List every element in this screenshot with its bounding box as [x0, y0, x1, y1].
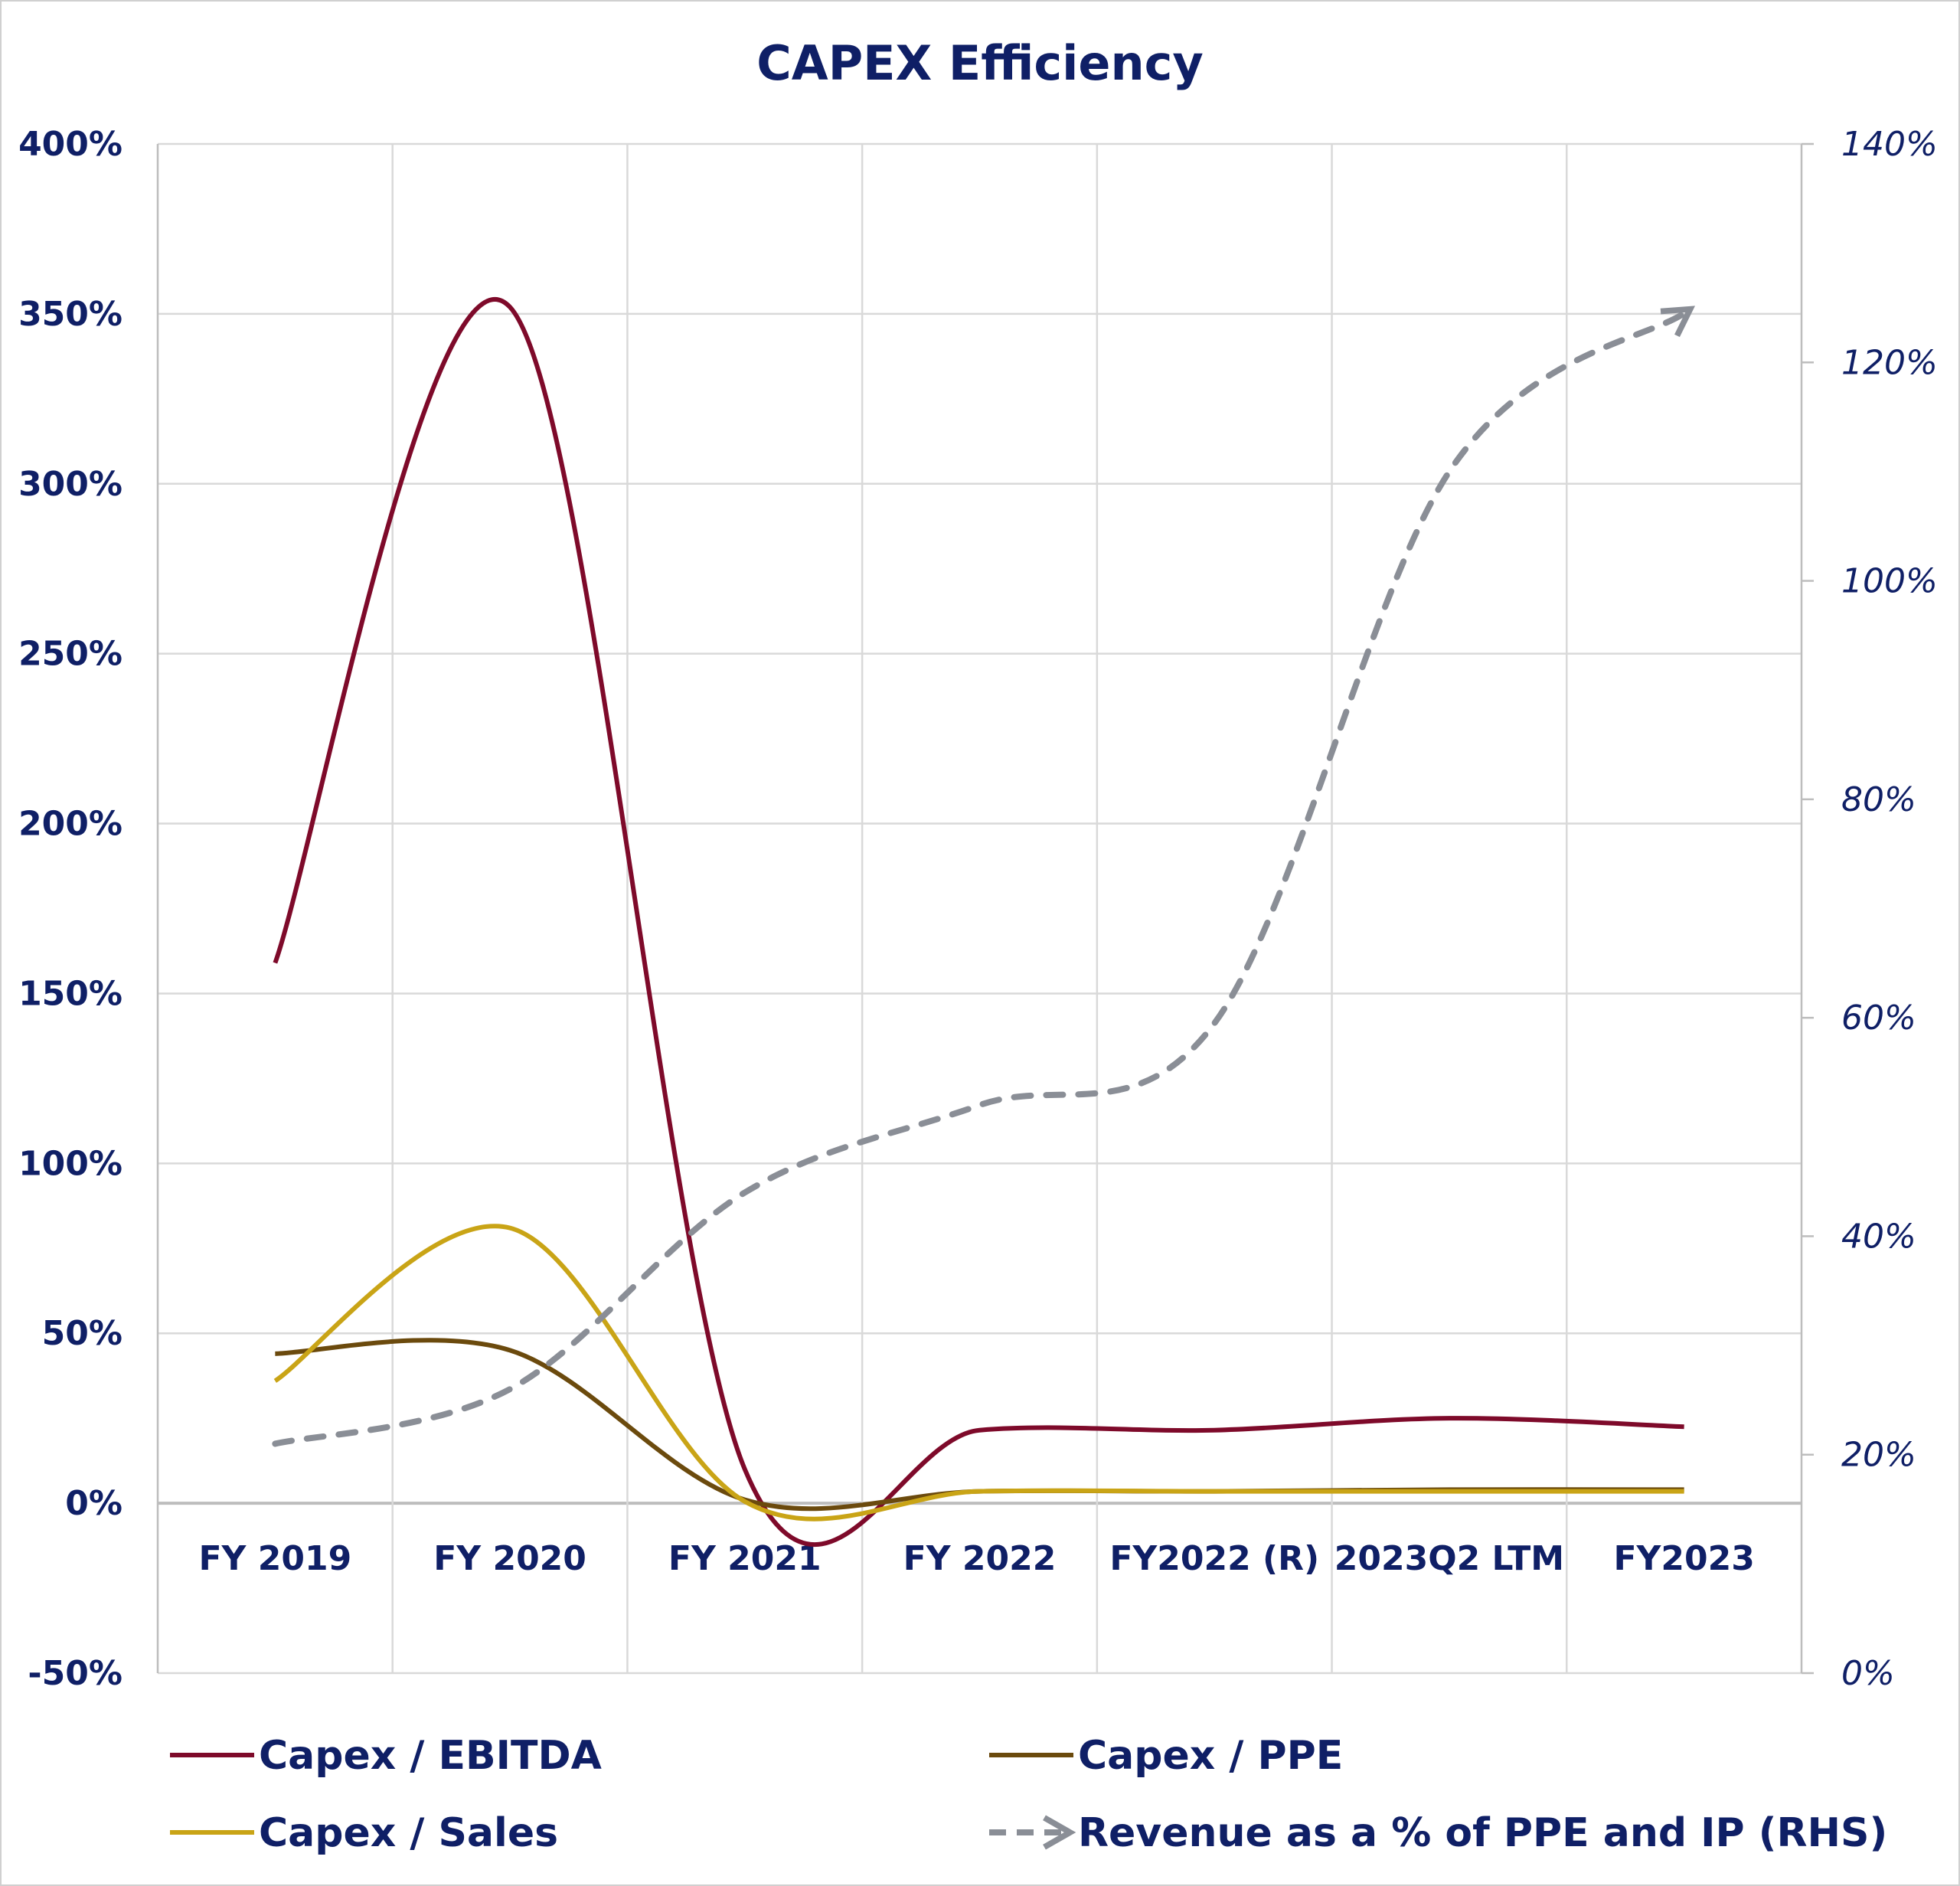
x-axis-ticks: FY 2019 FY 2020 FY 2021 FY 2022 FY2022 (R) 20… — [199, 1539, 1755, 1578]
right-tick-label: 60% — [1841, 999, 1916, 1038]
x-tick-label: FY 2021 — [668, 1539, 822, 1578]
x-tick-label: 2023Q2 LTM — [1334, 1539, 1564, 1578]
left-tick-label: 400% — [18, 125, 122, 164]
right-axis-ticks: 140% 120% 100% 80% 60% 40% 20% 0% — [1841, 125, 1938, 1693]
left-tick-label: 150% — [18, 974, 122, 1013]
right-tick-label: 140% — [1841, 125, 1938, 164]
series-line-capex-ppe — [275, 1338, 1684, 1512]
right-tick-label: 80% — [1841, 780, 1916, 819]
x-tick-label: FY2022 (R) — [1109, 1539, 1319, 1578]
left-tick-label: 300% — [18, 465, 122, 504]
x-tick-label: FY 2020 — [433, 1539, 586, 1578]
left-tick-label: 250% — [18, 635, 122, 674]
left-axis-ticks: 400% 350% 300% 250% 200% 150% 100% 50% 0% -50% — [18, 125, 122, 1693]
x-tick-label: FY 2019 — [199, 1539, 352, 1578]
right-tick-label: 20% — [1841, 1436, 1916, 1475]
left-tick-label: -50% — [28, 1654, 122, 1693]
left-tick-label: 200% — [18, 805, 122, 844]
legend-label: Revenue as a % of PPE and IP (RHS) — [1078, 1810, 1887, 1856]
x-tick-label: FY 2022 — [903, 1539, 1057, 1578]
right-tick-label: 120% — [1841, 343, 1938, 382]
right-tick-label: 100% — [1841, 562, 1938, 601]
gridlines — [156, 142, 1814, 1675]
series-line-capex-ebitda — [273, 296, 1684, 1548]
left-tick-label: 100% — [18, 1144, 122, 1183]
right-tick-label: 0% — [1841, 1654, 1895, 1693]
legend-label: Capex / PPE — [1078, 1733, 1343, 1779]
legend-label: Capex / EBITDA — [259, 1733, 602, 1779]
left-tick-label: 0% — [65, 1484, 122, 1523]
right-tick-label: 40% — [1841, 1217, 1916, 1256]
left-tick-label: 50% — [42, 1314, 122, 1353]
chart-title: CAPEX Efficiency — [756, 35, 1204, 91]
series-line-capex-sales — [273, 1224, 1684, 1522]
left-tick-label: 350% — [18, 295, 122, 334]
series-lines — [272, 296, 1696, 1548]
series-line-revenue-as-a-of-ppe-and-ip-rhs- — [272, 306, 1696, 1447]
legend: Capex / EBITDA Capex / PPE Capex / Sales Re… — [170, 1733, 1887, 1856]
legend-label: Capex / Sales — [259, 1810, 558, 1856]
x-tick-label: FY2023 — [1613, 1539, 1754, 1578]
